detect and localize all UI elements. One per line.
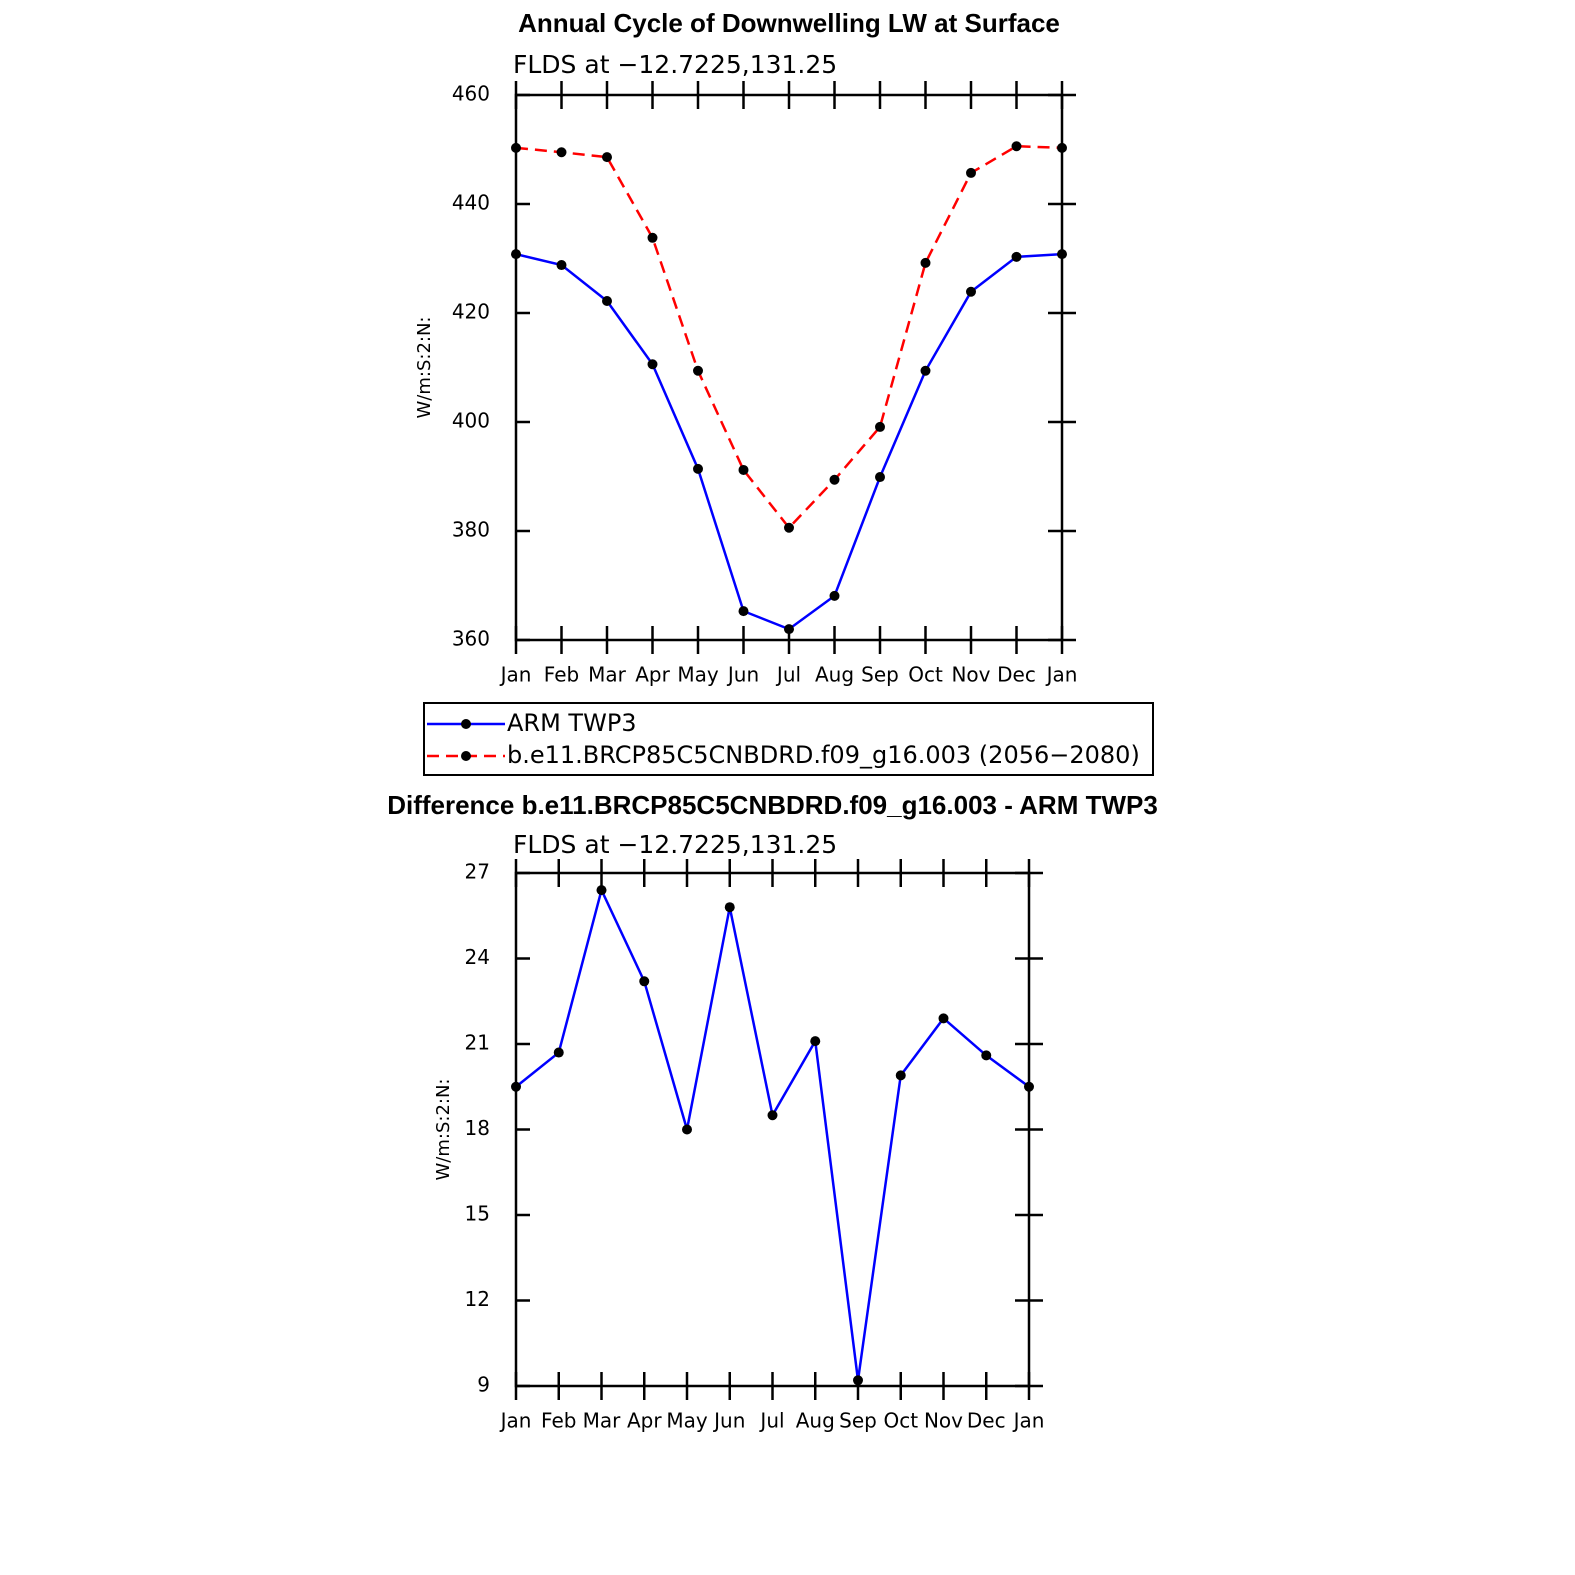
x-tick-label: Feb bbox=[544, 663, 579, 687]
x-tick-label: Jun bbox=[712, 1409, 745, 1433]
x-tick-label: Jul bbox=[758, 1409, 784, 1433]
x-tick-label: Dec bbox=[967, 1409, 1006, 1433]
data-point bbox=[553, 1047, 564, 1058]
data-point bbox=[511, 249, 521, 260]
x-tick-label: May bbox=[666, 1409, 708, 1433]
data-point bbox=[556, 260, 567, 271]
data-point bbox=[966, 286, 976, 297]
x-tick-label: Sep bbox=[861, 663, 899, 687]
x-tick-label: Feb bbox=[541, 1409, 576, 1433]
x-tick-label: Dec bbox=[997, 663, 1036, 687]
data-point bbox=[784, 624, 794, 635]
data-point bbox=[596, 885, 607, 896]
legend-marker bbox=[461, 719, 471, 729]
x-tick-label: Apr bbox=[627, 1409, 662, 1433]
data-point bbox=[647, 359, 658, 370]
series-line bbox=[515, 144, 1063, 530]
data-point bbox=[693, 463, 703, 474]
data-point bbox=[511, 1081, 521, 1092]
y-axis-label: W/m:S:2:N: bbox=[433, 1079, 454, 1181]
chart: Annual Cycle of Downwelling LW at Surfac… bbox=[414, 8, 1154, 776]
series-line bbox=[515, 886, 1030, 1381]
y-tick-label: 460 bbox=[452, 82, 490, 106]
data-point bbox=[738, 464, 749, 475]
y-tick-label: 400 bbox=[452, 409, 490, 433]
x-tick-label: Jan bbox=[1045, 663, 1078, 687]
legend-box bbox=[423, 702, 1154, 776]
x-tick-label: May bbox=[677, 663, 719, 687]
x-tick-label: Apr bbox=[635, 663, 670, 687]
data-point bbox=[724, 902, 735, 913]
chart-title: Difference b.e11.BRCP85C5CNBDRD.f09_g16.… bbox=[387, 790, 1158, 820]
plot-frame bbox=[514, 93, 1064, 642]
x-tick-label: Jun bbox=[726, 663, 759, 687]
data-point bbox=[682, 1124, 692, 1135]
data-point bbox=[556, 147, 567, 158]
y-tick-label: 440 bbox=[452, 191, 490, 215]
y-tick-label: 15 bbox=[465, 1202, 490, 1226]
y-tick-label: 360 bbox=[452, 627, 490, 651]
chart: Difference b.e11.BRCP85C5CNBDRD.f09_g16.… bbox=[387, 790, 1158, 1433]
x-tick-label: Mar bbox=[588, 663, 627, 687]
data-point bbox=[938, 1013, 949, 1024]
y-tick-label: 21 bbox=[465, 1031, 490, 1055]
legend-label: ARM TWP3 bbox=[507, 709, 637, 737]
y-tick-label: 12 bbox=[465, 1287, 490, 1311]
x-tick-label: Aug bbox=[815, 663, 854, 687]
data-point bbox=[810, 1036, 821, 1047]
legend-label: b.e11.BRCP85C5CNBDRD.f09_g16.003 (2056−2… bbox=[507, 741, 1140, 769]
x-tick-label: Aug bbox=[796, 1409, 835, 1433]
data-point bbox=[647, 232, 658, 243]
data-point bbox=[511, 142, 521, 153]
x-tick-label: Jan bbox=[499, 663, 532, 687]
y-tick-label: 380 bbox=[452, 518, 490, 542]
x-tick-label: Nov bbox=[951, 663, 990, 687]
x-tick-label: Sep bbox=[839, 1409, 877, 1433]
data-point bbox=[829, 474, 840, 485]
y-tick-label: 18 bbox=[465, 1116, 490, 1140]
legend-marker bbox=[461, 751, 471, 761]
x-tick-label: Nov bbox=[924, 1409, 963, 1433]
x-tick-label: Jan bbox=[1012, 1409, 1045, 1433]
data-point bbox=[1011, 251, 1022, 262]
data-point bbox=[895, 1070, 906, 1081]
data-point bbox=[920, 365, 931, 376]
data-point bbox=[920, 257, 931, 268]
data-point bbox=[966, 167, 976, 178]
data-point bbox=[1024, 1081, 1034, 1092]
y-tick-label: 27 bbox=[465, 860, 490, 884]
series-line bbox=[515, 252, 1063, 631]
chart-title: Annual Cycle of Downwelling LW at Surfac… bbox=[518, 8, 1060, 38]
y-tick-label: 24 bbox=[465, 945, 490, 969]
data-point bbox=[602, 152, 612, 163]
data-point bbox=[981, 1050, 992, 1061]
x-tick-label: Oct bbox=[908, 663, 943, 687]
data-point bbox=[1011, 141, 1022, 152]
y-axis-label: W/m:S:2:N: bbox=[414, 317, 435, 419]
x-tick-label: Oct bbox=[883, 1409, 918, 1433]
legend: ARM TWP3 b.e11.BRCP85C5CNBDRD.f09_g16.003… bbox=[423, 702, 1154, 776]
data-point bbox=[784, 522, 794, 533]
y-tick-label: 420 bbox=[452, 300, 490, 324]
data-point bbox=[639, 976, 650, 987]
data-point bbox=[829, 590, 840, 601]
y-tick-label: 9 bbox=[477, 1373, 490, 1397]
plot-frame bbox=[514, 871, 1031, 1388]
data-point bbox=[602, 296, 612, 307]
x-tick-label: Mar bbox=[583, 1409, 622, 1433]
data-point bbox=[1057, 142, 1067, 153]
data-point bbox=[853, 1375, 863, 1386]
x-tick-label: Jan bbox=[499, 1409, 532, 1433]
chart-subtitle: FLDS at −12.7225,131.25 bbox=[513, 830, 837, 859]
data-point bbox=[1057, 249, 1067, 260]
data-point bbox=[875, 472, 885, 483]
data-point bbox=[693, 365, 703, 376]
x-tick-label: Jul bbox=[775, 663, 801, 687]
data-point bbox=[738, 606, 749, 617]
chart-subtitle: FLDS at −12.7225,131.25 bbox=[513, 50, 837, 79]
data-point bbox=[875, 421, 885, 432]
data-point bbox=[767, 1110, 778, 1121]
